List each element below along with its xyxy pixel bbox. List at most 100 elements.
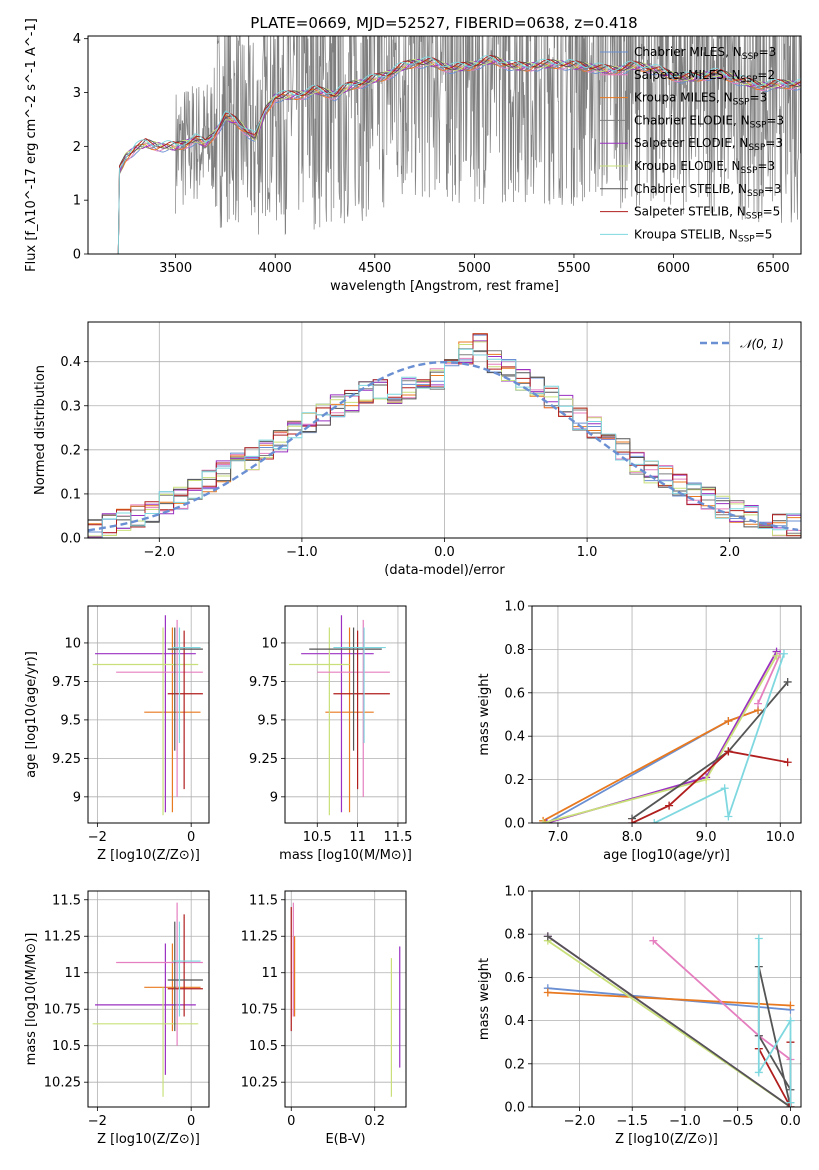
y-tick-label: 0.6 [504, 686, 525, 701]
data-point [650, 819, 659, 823]
y-axis-label: age [log10(age/yr)] [24, 651, 39, 778]
x-tick-label: 11 [349, 830, 366, 845]
series-line [631, 750, 788, 823]
series-line [547, 935, 792, 1107]
panel-mass_weight_vs_Z: −2.0 −1.5 −1.0 −0.5 0.0 0.0 0.2 0.4 0.6 0.8 1.0 Z [… [477, 885, 802, 1147]
model-line [115, 59, 801, 254]
x-axis-label: wavelength [Angstrom, rest frame] [330, 279, 559, 294]
x-tick-label: −1.0 [286, 545, 318, 560]
legend-suffix: =3 [766, 113, 784, 127]
axes-frame [284, 890, 407, 1108]
plot-area [115, 36, 801, 254]
y-tick-label: 3 [73, 86, 81, 101]
x-tick-label: −2.0 [564, 1114, 596, 1129]
plot-area [92, 615, 203, 816]
y-tick-label: 10.25 [44, 1076, 81, 1091]
legend-label: Kroupa STELIB, NSSP=5 [634, 227, 772, 244]
series-line [757, 938, 792, 1103]
model-line [115, 55, 801, 254]
legend-subscript: SSP [747, 189, 764, 199]
y-tick-label: 1.0 [504, 600, 525, 615]
y-tick-label: 0.6 [504, 971, 525, 986]
data-point [665, 801, 674, 810]
data-point [702, 775, 711, 784]
data-point [542, 819, 551, 823]
plot-area [539, 647, 792, 823]
panel-mass_vs_EBV: 0 0.2 10.25 10.5 10.75 11 11.25 11.5 E(B-V) [241, 890, 407, 1147]
y-tick-label: 9.75 [249, 675, 278, 690]
data-point [724, 747, 733, 756]
axes-frame [87, 35, 802, 255]
data-point [786, 1016, 795, 1025]
data-point [724, 717, 733, 726]
y-tick-label: 0.8 [504, 643, 525, 658]
legend-suffix: =3 [759, 45, 777, 59]
legend-label: Chabrier MILES, NSSP=3 [634, 45, 776, 62]
plot-area [289, 615, 390, 816]
y-tick-label: 0.8 [504, 928, 525, 943]
y-tick-label: 11.5 [249, 893, 278, 908]
x-tick-label: −2 [88, 1114, 107, 1129]
x-tick-label: 0.0 [780, 1114, 801, 1129]
data-point [786, 1001, 795, 1010]
x-tick-label: −0.5 [722, 1114, 754, 1129]
x-tick-label: 8.0 [622, 830, 643, 845]
observed-spectrum [175, 36, 801, 236]
panel-residuals: −2.0 −1.0 0.0 1.0 2.0 0.0 0.1 0.2 0.3 0.4 (data-mo… [33, 321, 802, 578]
y-tick-label: 10 [64, 636, 81, 651]
x-tick-label: 4500 [358, 261, 391, 276]
series-line [653, 653, 785, 823]
model-line [115, 55, 801, 254]
legend-subscript: SSP [741, 75, 758, 85]
series-line [542, 655, 778, 823]
y-tick-label: 9 [270, 790, 278, 805]
x-tick-label: 10.0 [766, 830, 795, 845]
legend-subscript: SSP [741, 166, 758, 176]
y-tick-label: 1 [73, 194, 81, 209]
x-tick-label: −1.0 [669, 1114, 701, 1129]
x-tick-label: 0 [287, 1114, 295, 1129]
x-tick-label: 5500 [557, 261, 590, 276]
y-tick-label: 11.5 [52, 893, 81, 908]
x-tick-label: 7.0 [548, 830, 569, 845]
legend-suffix: =5 [763, 205, 781, 219]
legend-subscript: SSP [748, 143, 765, 153]
x-axis-label: Z [log10(Z/Z⊙)] [615, 1132, 718, 1147]
axes-frame [87, 605, 210, 824]
y-tick-label: 10.75 [44, 1003, 81, 1018]
legend-label: Kroupa ELODIE, NSSP=3 [634, 159, 775, 176]
x-axis-label: Z [log10(Z/Z⊙)] [97, 848, 200, 863]
y-tick-label: 10.75 [241, 1003, 278, 1018]
legend-suffix: =3 [764, 182, 782, 196]
y-axis-label: Normed distribution [33, 365, 48, 495]
legend-subscript: SSP [750, 120, 767, 130]
y-axis-label: mass weight [477, 673, 492, 755]
x-axis-label: (data-model)/error [384, 563, 505, 578]
x-tick-label: 5000 [458, 261, 491, 276]
y-tick-label: 2 [73, 140, 81, 155]
y-tick-label: 10.25 [241, 1076, 278, 1091]
y-axis-label: mass [log10(M/M⊙)] [24, 933, 39, 1066]
y-tick-label: 9.5 [60, 713, 81, 728]
panel-age_vs_mass: 10.5 11 11.5 9 9.25 9.5 9.75 10 mass [log10(M/M⊙… [249, 605, 412, 863]
axes-frame [87, 321, 802, 539]
y-tick-label: 0.0 [504, 1101, 525, 1116]
model-line [115, 59, 801, 254]
series-line [547, 991, 791, 1007]
y-tick-label: 10.5 [52, 1039, 81, 1054]
x-tick-label: 2.0 [719, 545, 740, 560]
y-tick-label: 9.25 [52, 752, 81, 767]
x-tick-label: −2.0 [144, 545, 176, 560]
legend-label: 𝒩(0, 1) [740, 337, 784, 351]
y-tick-label: 0.2 [504, 773, 525, 788]
model-line [115, 59, 801, 254]
panel-age_vs_Z: −2 0 9 9.25 9.5 9.75 10 Z [log10(Z/Z⊙)] age [log… [24, 605, 210, 863]
y-tick-label: 11.25 [44, 930, 81, 945]
legend-label: Salpeter STELIB, NSSP=5 [634, 205, 780, 222]
x-tick-label: −2 [88, 830, 107, 845]
figure-title: PLATE=0669, MJD=52527, FIBERID=0638, z=0… [250, 14, 637, 32]
series-line [757, 653, 782, 704]
x-tick-label: 10.5 [303, 830, 332, 845]
x-tick-label: −1.5 [616, 1114, 648, 1129]
series-line [758, 1042, 792, 1107]
